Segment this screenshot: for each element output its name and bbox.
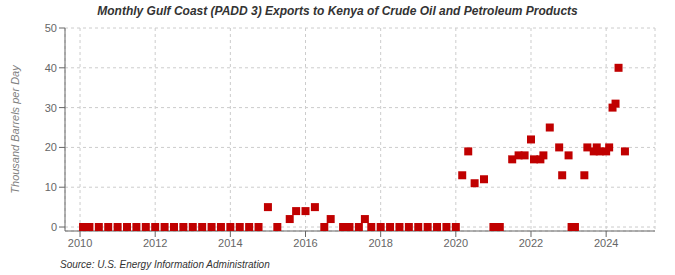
svg-text:2014: 2014 bbox=[218, 237, 242, 249]
svg-text:50: 50 bbox=[45, 22, 57, 34]
svg-text:2010: 2010 bbox=[68, 237, 92, 249]
svg-text:2020: 2020 bbox=[444, 237, 468, 249]
svg-text:2022: 2022 bbox=[519, 237, 543, 249]
html-text:Monthly Gulf Coast (PADD 3) Ex: Monthly Gulf Coast (PADD 3) Exports to K… bbox=[97, 4, 578, 18]
svg-text:40: 40 bbox=[45, 62, 57, 74]
svg-text:0: 0 bbox=[51, 221, 57, 233]
svg-text:2018: 2018 bbox=[368, 237, 392, 249]
html-text:Source: U.S. Energy Informatio: Source: U.S. Energy Information Administ… bbox=[60, 259, 270, 270]
svg-text:2024: 2024 bbox=[594, 237, 618, 249]
svg-text:2016: 2016 bbox=[293, 237, 317, 249]
svg-text:30: 30 bbox=[45, 102, 57, 114]
svg-text:20: 20 bbox=[45, 141, 57, 153]
svg-text:10: 10 bbox=[45, 181, 57, 193]
svg-text:Thousand Barrels per Day: Thousand Barrels per Day bbox=[9, 64, 21, 194]
svg-text:2012: 2012 bbox=[143, 237, 167, 249]
